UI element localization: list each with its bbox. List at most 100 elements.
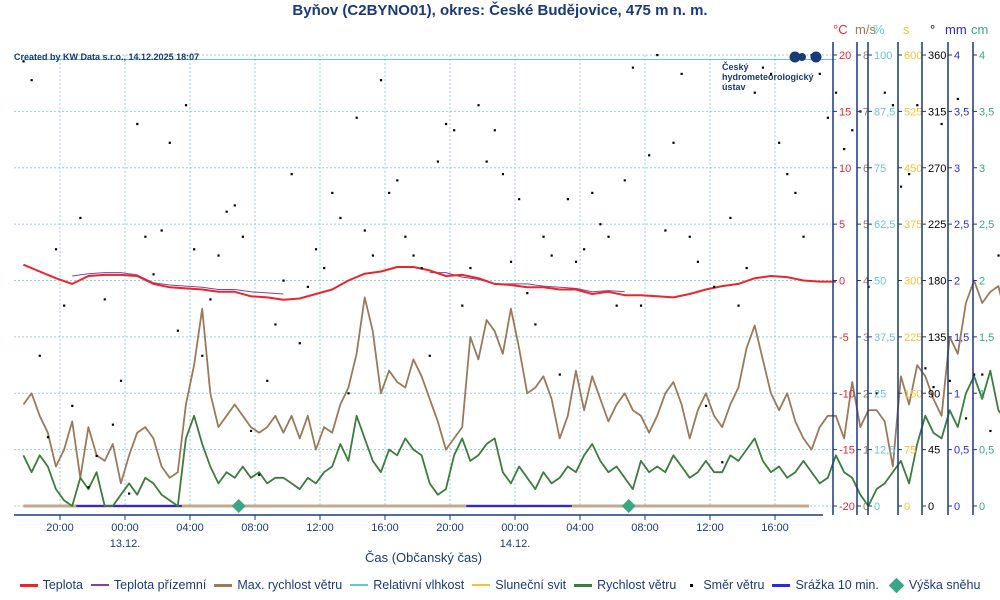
legend-label: Sluneční svit bbox=[495, 578, 567, 592]
wind-direction-point bbox=[225, 210, 228, 213]
y-tick-label: 0,5 bbox=[954, 445, 969, 457]
wind-direction-point bbox=[290, 173, 293, 176]
wind-direction-point bbox=[274, 323, 277, 326]
wind-direction-point bbox=[233, 204, 236, 207]
x-tick-date: 13.12. bbox=[110, 538, 141, 550]
grid-lines bbox=[14, 54, 831, 507]
legend-swatch-icon bbox=[19, 583, 38, 587]
y-tick-label: 3 bbox=[863, 332, 869, 344]
temperature-line bbox=[23, 263, 836, 301]
wind-direction-point bbox=[193, 248, 196, 251]
y-tick-label: 20 bbox=[839, 50, 851, 62]
y-tick-label: 45 bbox=[928, 445, 940, 457]
y-tick-label: 270 bbox=[928, 163, 946, 175]
x-ticks: 20:00 00:00 13.12. 04:00 08:00 12:00 16:00 20:0… bbox=[46, 515, 789, 550]
wind-direction-point bbox=[526, 292, 529, 295]
wind-direction-point bbox=[989, 429, 992, 433]
wind-direction-point bbox=[30, 79, 33, 82]
y-tick-label: 4 bbox=[979, 50, 985, 62]
x-tick-label: 16:00 bbox=[371, 522, 399, 534]
y-tick-label: 0 bbox=[839, 276, 845, 288]
y-tick-label: 4 bbox=[863, 276, 869, 288]
x-tick-label: 00:00 bbox=[111, 522, 139, 534]
legend-item: Teplota přízemní bbox=[90, 578, 206, 592]
y-tick-label: -10 bbox=[839, 388, 855, 400]
wind-direction-point bbox=[509, 260, 513, 263]
y-tick-label: 25 bbox=[874, 388, 886, 400]
wind-direction-point bbox=[404, 235, 407, 238]
wind-direction-point bbox=[493, 129, 496, 132]
wind-direction-point bbox=[558, 373, 561, 376]
y-tick-label: 87,5 bbox=[874, 106, 895, 118]
wind-direction-point bbox=[518, 198, 521, 201]
wind-direction-point bbox=[729, 216, 732, 220]
wind-direction-point bbox=[664, 229, 667, 232]
legend-swatch-icon bbox=[888, 577, 905, 593]
x-tick-label: 16:00 bbox=[761, 522, 789, 534]
legend-label: Výška sněhu bbox=[908, 578, 981, 592]
y-tick-label: 0 bbox=[928, 501, 934, 513]
wind-direction-point bbox=[542, 235, 545, 238]
wind-direction-point bbox=[176, 329, 180, 332]
snow-depth-marker bbox=[621, 499, 636, 513]
y-tick-label: 2,5 bbox=[954, 219, 969, 231]
y-tick-label: 375 bbox=[904, 219, 922, 231]
y-tick-label: 90 bbox=[928, 388, 940, 400]
wind-direction-point bbox=[314, 248, 318, 251]
wind-direction-point bbox=[899, 185, 903, 188]
legend-swatch-icon bbox=[574, 583, 593, 587]
wind-direction-point bbox=[769, 72, 773, 75]
y-tick-label: 450 bbox=[904, 163, 922, 175]
wind-direction-point bbox=[956, 97, 960, 101]
wind-direction-point bbox=[168, 141, 171, 144]
wind-direction-point bbox=[778, 141, 781, 144]
max-wind-speed-line bbox=[22, 279, 1000, 485]
chart-title: Byňov (C2BYNO01), okres: České Budějovic… bbox=[292, 2, 708, 19]
wind-direction-point bbox=[656, 54, 659, 57]
legend-item: Max. rychlost větru bbox=[214, 578, 342, 592]
y-tick-label: 1 bbox=[954, 388, 960, 400]
wind-direction-point bbox=[501, 173, 505, 176]
snow-depth-marker bbox=[231, 499, 246, 513]
legend-label: Rychlost větru bbox=[597, 578, 677, 592]
wind-direction-point bbox=[453, 129, 456, 132]
wind-direction-point bbox=[973, 373, 976, 376]
y-tick-label: 75 bbox=[904, 445, 916, 457]
wind-direction-point bbox=[209, 298, 212, 301]
wind-direction-point bbox=[875, 392, 878, 395]
wind-direction-point bbox=[412, 254, 415, 257]
y-tick-label: 3 bbox=[954, 163, 960, 175]
wind-direction-point bbox=[396, 179, 399, 182]
wind-direction-point bbox=[721, 461, 724, 464]
x-tick-label: 12:00 bbox=[696, 522, 724, 534]
wind-direction-point bbox=[648, 154, 651, 157]
y-tick-label: 1 bbox=[863, 445, 869, 457]
wind-direction-point bbox=[834, 91, 838, 94]
y-tick-label: 135 bbox=[928, 332, 946, 344]
y-tick-label: 0 bbox=[979, 501, 985, 513]
axis-unit: cm bbox=[971, 22, 989, 37]
wind-direction-point bbox=[924, 367, 927, 370]
y-tick-label: 12,5 bbox=[874, 445, 895, 457]
y-tick-label: 1 bbox=[979, 388, 985, 400]
wind-direction-point bbox=[843, 147, 846, 151]
wind-direction-point bbox=[184, 104, 188, 107]
wind-direction-point bbox=[111, 423, 115, 426]
y-tick-label: 225 bbox=[904, 332, 922, 344]
legend-swatch-icon bbox=[214, 583, 233, 587]
y-tick-label: 300 bbox=[904, 276, 922, 288]
wind-direction-point bbox=[298, 342, 301, 345]
y-tick-label: 7 bbox=[863, 106, 869, 118]
y-tick-label: 4 bbox=[954, 50, 960, 62]
wind-direction-point bbox=[534, 323, 537, 326]
y-tick-label: 5 bbox=[863, 219, 869, 231]
axis-unit: ° bbox=[930, 22, 936, 37]
wind-direction-point bbox=[371, 254, 375, 257]
y-tick-label: 315 bbox=[928, 106, 946, 118]
wind-direction-point bbox=[680, 72, 683, 75]
wind-direction-point bbox=[794, 191, 797, 195]
legend-swatch-icon bbox=[350, 584, 369, 586]
y-tick-label: 5 bbox=[839, 219, 845, 231]
wind-direction-point bbox=[469, 266, 472, 270]
wind-speed-line bbox=[22, 369, 1000, 507]
